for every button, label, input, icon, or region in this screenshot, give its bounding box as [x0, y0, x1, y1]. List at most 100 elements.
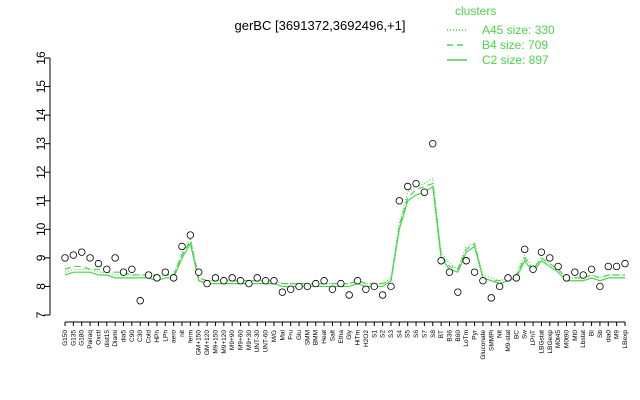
x-tick-label: B60 — [455, 330, 462, 342]
data-point — [253, 274, 261, 282]
x-tick-label: Sb — [597, 330, 604, 338]
data-point — [596, 282, 604, 291]
x-tick-label: S6 — [413, 330, 420, 338]
series-line — [64, 182, 625, 285]
x-tick-label: ferm — [187, 330, 194, 343]
data-point — [378, 291, 387, 299]
x-tick-label: G150 — [62, 330, 69, 346]
data-point — [169, 274, 178, 282]
data-point — [445, 268, 454, 276]
y-tick-label: 7 — [34, 311, 48, 318]
x-tick-label: M9+150 — [212, 330, 219, 354]
data-point — [412, 179, 420, 188]
x-tick-label: nit — [179, 330, 186, 337]
x-tick-label: B36 — [446, 330, 453, 342]
x-tick-label: G180 — [79, 330, 86, 346]
data-point — [454, 288, 462, 296]
data-point — [437, 257, 445, 265]
data-point — [103, 265, 111, 274]
series-line — [64, 176, 625, 285]
data-point — [345, 291, 353, 299]
legend-label: B4 size: 709 — [482, 38, 548, 52]
x-tick-label: M0t45 — [555, 330, 562, 348]
data-point — [621, 259, 629, 268]
data-point — [111, 254, 119, 262]
data-point — [136, 297, 144, 305]
x-tick-label: Fru — [288, 330, 295, 340]
x-tick-label: M/G — [271, 330, 278, 342]
data-point — [261, 277, 270, 285]
x-tick-label: Pyr — [472, 329, 479, 340]
data-point — [119, 268, 128, 276]
legend-title: clusters — [455, 4, 496, 18]
data-point — [312, 279, 320, 288]
x-tick-label: Oxctl — [95, 329, 102, 344]
legend-label: C2 size: 897 — [482, 53, 549, 67]
x-tick-label: BI — [589, 330, 596, 336]
y-tick-label: 15 — [34, 80, 48, 94]
x-tick-label: G135 — [70, 330, 77, 346]
data-point — [303, 282, 312, 291]
data-point — [78, 248, 86, 256]
data-point — [554, 262, 562, 271]
x-tick-label: UNT-60 — [263, 330, 270, 353]
x-tick-label: H2O2 — [363, 330, 370, 347]
data-point — [370, 282, 378, 291]
x-tick-label: aero — [171, 330, 178, 343]
y-tick-label: 11 — [34, 194, 48, 207]
data-point — [479, 277, 487, 285]
data-point — [94, 259, 103, 268]
x-tick-label: LoTm — [463, 330, 470, 347]
x-tick-label: LBGexp — [547, 330, 554, 354]
data-point — [403, 182, 412, 191]
data-point — [245, 279, 253, 288]
x-tick-label: Glu — [296, 330, 303, 341]
x-tick-label: M9+90 — [229, 330, 236, 350]
data-point — [86, 254, 94, 262]
x-tick-label: Mal — [279, 329, 286, 340]
data-point — [295, 282, 303, 291]
x-tick-label: Cold — [146, 330, 153, 344]
x-tick-label: LPhT — [530, 330, 537, 346]
data-point — [286, 285, 295, 293]
data-point — [529, 265, 537, 274]
x-tick-label: GM+150 — [196, 330, 203, 355]
data-point — [546, 254, 554, 262]
data-point — [320, 277, 328, 285]
data-point — [186, 231, 195, 239]
data-point — [128, 265, 136, 274]
x-tick-label: HPh — [154, 330, 161, 343]
x-tick-label: UNT-30 — [254, 330, 261, 353]
data-point — [61, 254, 69, 262]
x-tick-label: Gluconate — [480, 330, 487, 360]
data-point — [69, 251, 78, 259]
x-tick-label: S3 — [388, 330, 395, 338]
x-tick-label: Mt0 — [572, 330, 579, 341]
legend-label: A45 size: 330 — [482, 23, 555, 37]
x-tick-label: M9+60 — [238, 330, 245, 350]
data-point — [220, 277, 228, 285]
x-tick-label: dist15 — [104, 330, 111, 348]
x-tick-label: S4 — [396, 330, 403, 338]
x-tick-label: BT — [438, 330, 445, 338]
x-tick-label: M9+30 — [246, 330, 253, 350]
x-tick-label: S2 — [380, 330, 387, 338]
data-point — [353, 277, 362, 285]
x-tick-label: Lbstat — [580, 330, 587, 348]
data-point — [236, 277, 245, 285]
x-tick-label: Sw — [522, 330, 529, 339]
x-tick-label: M0t90 — [563, 330, 570, 348]
x-tick-label: HiTm — [355, 330, 362, 346]
x-tick-label: Salt — [329, 330, 336, 341]
x-tick-label: LPh — [162, 330, 169, 342]
x-tick-label: SMMPi — [488, 330, 495, 351]
x-tick-label: Heat — [321, 330, 328, 344]
data-point — [429, 139, 437, 148]
data-point — [604, 262, 612, 271]
data-point — [270, 277, 278, 285]
data-point — [487, 294, 495, 302]
x-tick-label: M9-stat — [505, 330, 512, 352]
data-point — [144, 271, 153, 279]
data-point — [153, 274, 161, 282]
